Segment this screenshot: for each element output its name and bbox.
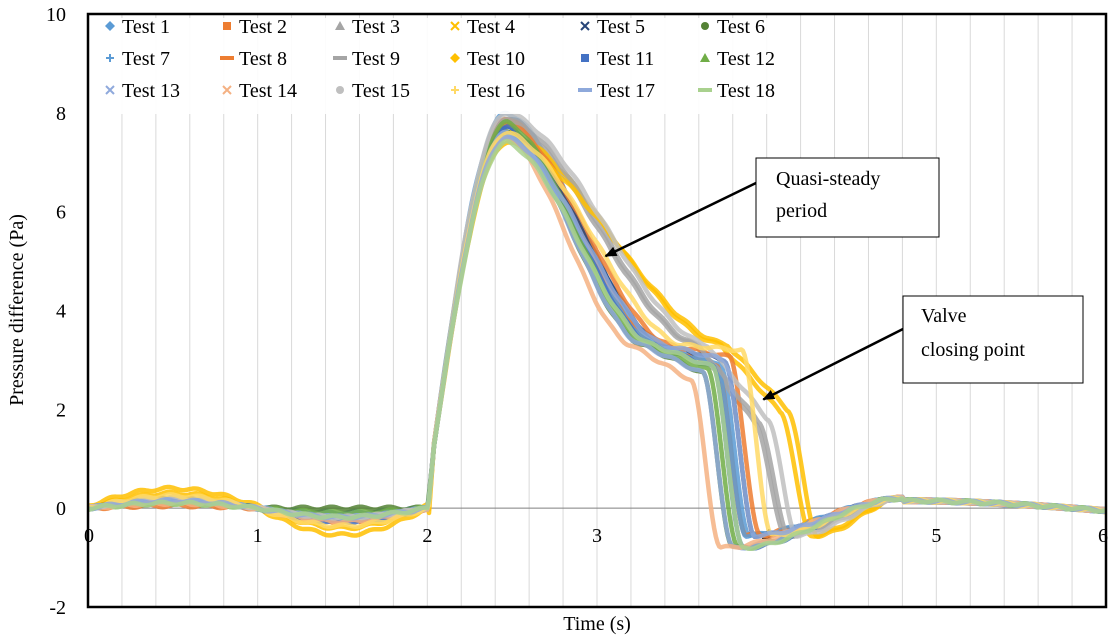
legend-item: Test 10	[450, 48, 525, 70]
legend-label: Test 5	[597, 16, 645, 38]
series-18	[88, 138, 1106, 552]
legend-label: Test 1	[122, 16, 170, 38]
legend-item: Test 14	[222, 80, 297, 102]
annotation-arrow	[762, 327, 904, 401]
legend-label: Test 13	[122, 80, 180, 102]
annotation-text: Valve	[921, 305, 967, 327]
legend-marker	[701, 22, 709, 30]
legend-label: Test 11	[597, 48, 654, 70]
y-tick-label: -2	[49, 597, 66, 619]
annotation-1: Quasi-steady period	[604, 157, 940, 258]
legend-item: Test 8	[220, 48, 287, 70]
legend-marker	[333, 56, 347, 60]
legend-item: Test 12	[700, 48, 775, 70]
x-tick-label: 6	[1098, 525, 1108, 547]
legend-marker	[580, 21, 590, 31]
legend-label: Test 7	[122, 48, 170, 70]
legend-label: Test 12	[717, 48, 775, 70]
x-tick-label: 5	[931, 525, 941, 547]
legend-marker	[451, 86, 459, 94]
legend-label: Test 3	[352, 16, 400, 38]
legend-item: Test 15	[336, 80, 410, 102]
x-tick-label: 3	[592, 525, 602, 547]
x-tick-label: 2	[422, 525, 432, 547]
legend-item: Test 9	[333, 48, 400, 70]
legend-marker	[222, 85, 232, 95]
legend-marker	[336, 86, 344, 94]
plot-area-border	[86, 12, 1108, 609]
legend: Test 1 Test 2 Test 3 Test 4 Test 5 Test 6 Test…	[95, 16, 800, 114]
legend-marker	[450, 53, 460, 63]
legend-item: Test 16	[451, 80, 525, 102]
legend-marker	[105, 85, 115, 95]
y-tick-label: 10	[46, 4, 66, 26]
legend-marker	[335, 21, 345, 30]
legend-marker	[581, 54, 589, 62]
y-tick-label: 8	[56, 103, 66, 125]
legend-item: Test 3	[335, 16, 400, 38]
legend-item: Test 1	[105, 16, 170, 38]
legend-label: Test 18	[717, 80, 775, 102]
annotation-arrow	[604, 181, 757, 258]
legend-item: Test 7	[106, 48, 170, 70]
legend-item: Test 17	[578, 80, 655, 102]
annotation-box	[902, 295, 1084, 384]
annotation-text: closing point	[921, 339, 1025, 361]
legend-marker	[698, 88, 712, 92]
y-axis-title: Pressure difference (Pa)	[6, 214, 28, 406]
series-line	[88, 138, 1106, 552]
legend-item: Test 13	[105, 80, 180, 102]
legend-marker	[450, 21, 460, 31]
y-tick-label: 0	[56, 498, 66, 520]
legend-item: Test 18	[698, 80, 775, 102]
legend-label: Test 16	[467, 80, 525, 102]
legend-marker	[105, 21, 115, 31]
legend-item: Test 4	[450, 16, 515, 38]
y-tick-label: 6	[56, 202, 66, 224]
legend-label: Test 9	[352, 48, 400, 70]
legend-item: Test 6	[701, 16, 765, 38]
series-layer	[88, 110, 1106, 552]
annotations: Quasi-steady period Valve closing point	[604, 157, 1084, 401]
legend-marker	[106, 54, 114, 62]
legend-item: Test 5	[580, 16, 645, 38]
legend-label: Test 6	[717, 16, 765, 38]
annotation-text: period	[776, 200, 827, 222]
legend-label: Test 15	[352, 80, 410, 102]
annotation-text: Quasi-steady	[776, 168, 880, 190]
legend-item: Test 2	[223, 16, 287, 38]
legend-label: Test 10	[467, 48, 525, 70]
legend-item: Test 11	[581, 48, 654, 70]
legend-label: Test 8	[239, 48, 287, 70]
legend-marker	[578, 88, 592, 92]
annotation-box	[755, 157, 940, 238]
legend-label: Test 2	[239, 16, 287, 38]
x-axis-title: Time (s)	[563, 613, 631, 635]
x-tick-label: 1	[253, 525, 263, 547]
legend-label: Test 4	[467, 16, 515, 38]
legend-marker	[220, 56, 234, 60]
y-tick-label: 4	[56, 301, 66, 323]
y-tick-labels: -2 0 2 4 6 8 10	[46, 4, 66, 619]
legend-label: Test 17	[597, 80, 655, 102]
legend-background	[95, 18, 800, 114]
annotation-2: Valve closing point	[762, 295, 1084, 401]
legend-label: Test 14	[239, 80, 297, 102]
legend-marker	[223, 22, 231, 30]
legend-marker	[700, 53, 710, 62]
y-tick-label: 2	[56, 399, 66, 421]
